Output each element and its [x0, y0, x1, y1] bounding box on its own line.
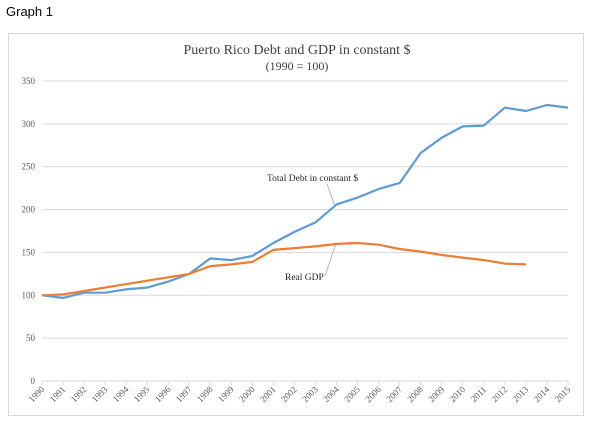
x-tick-label: 1996	[153, 384, 173, 404]
series-line-total-debt-in-constant	[41, 103, 569, 299]
x-tick-label: 2000	[237, 384, 257, 404]
chart-subtitle: (1990 = 100)	[266, 59, 329, 73]
x-tick-label: 1990	[27, 384, 47, 404]
x-tick-label: 2015	[553, 384, 573, 404]
y-axis-ticks: 0 50 100 150 200 250 300 350	[22, 76, 36, 386]
x-tick-label: 1991	[48, 384, 68, 404]
y-tick-label: 100	[22, 290, 36, 300]
y-tick-label: 150	[22, 247, 36, 257]
x-tick-label: 2011	[469, 384, 489, 404]
x-tick-label: 2014	[532, 384, 552, 404]
x-tick-label: 2013	[511, 384, 531, 404]
x-tick-label: 2005	[342, 384, 362, 404]
x-tick-label: 2006	[363, 384, 383, 404]
y-tick-label: 200	[22, 205, 36, 215]
annotation-leader-gdp	[324, 244, 336, 277]
graph-label: Graph 1	[6, 4, 53, 19]
x-tick-label: 1997	[174, 384, 194, 404]
x-tick-label: 1994	[111, 384, 131, 404]
x-tick-label: 2002	[279, 384, 299, 404]
chart-title: Puerto Rico Debt and GDP in constant $	[184, 43, 411, 58]
x-tick-label: 2010	[447, 384, 467, 404]
x-tick-label: 2008	[405, 384, 425, 404]
x-tick-label: 2012	[489, 384, 509, 404]
x-tick-label: 1998	[195, 384, 215, 404]
y-tick-label: 0	[31, 376, 36, 386]
series-lines	[41, 103, 569, 299]
x-tick-label: 1992	[69, 384, 89, 404]
x-tick-label: 1993	[90, 384, 110, 404]
x-tick-label: 1995	[132, 384, 152, 404]
x-axis-ticks: 1990 1991 1992 1993 1994 1995 1996 1997 1998 1999…	[27, 384, 573, 404]
x-tick-label: 2001	[258, 384, 278, 404]
annotations: Total Debt in constant $ Real GDP	[267, 173, 358, 283]
annotation-total-debt: Total Debt in constant $	[267, 173, 358, 184]
x-tick-label: 1999	[216, 384, 236, 404]
x-tick-label: 2007	[384, 384, 404, 404]
y-tick-label: 350	[22, 76, 36, 86]
y-tick-label: 250	[22, 162, 36, 172]
annotation-leader-debt	[326, 183, 335, 206]
x-tick-label: 2009	[426, 384, 446, 404]
y-tick-label: 50	[26, 333, 36, 343]
x-tick-label: 2003	[300, 384, 320, 404]
annotation-real-gdp: Real GDP	[285, 273, 324, 283]
series-line-real-gdp	[41, 241, 526, 297]
chart-frame: Puerto Rico Debt and GDP in constant $ (…	[8, 33, 584, 416]
y-tick-label: 300	[22, 119, 36, 129]
grid-lines	[41, 80, 569, 385]
x-tick-label: 2004	[321, 384, 341, 404]
line-chart: Puerto Rico Debt and GDP in constant $ (…	[22, 43, 573, 404]
